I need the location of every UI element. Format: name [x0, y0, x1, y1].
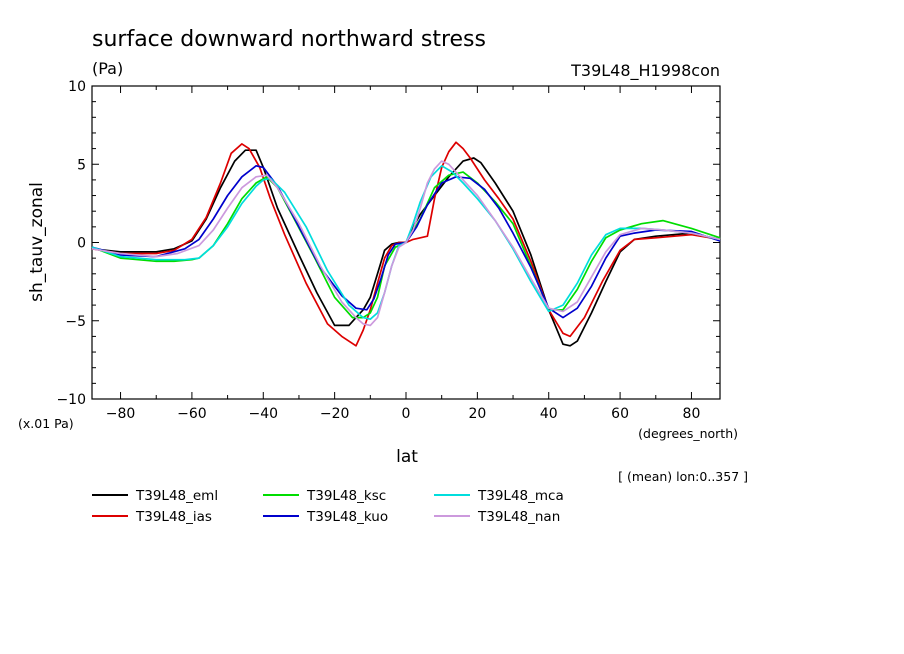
scale-note: (x.01 Pa)	[18, 416, 74, 431]
x-tick-label: 0	[402, 406, 411, 422]
series-line-t39l48-ksc	[91, 171, 721, 319]
series-line-t39l48-nan	[91, 160, 721, 327]
x-tick-label: −60	[177, 406, 207, 422]
y-tick-label: −5	[65, 314, 86, 330]
y-tick-label: −10	[56, 392, 86, 408]
axes: −80 −60 −40 −20 0 20 40 60 80 −10 −5 0 5 10	[56, 79, 721, 422]
legend-label-t39l48-nan: T39L48_nan	[477, 509, 560, 525]
x-tick-label: −20	[320, 406, 350, 422]
x-tick-label: 20	[468, 406, 486, 422]
legend-label-t39l48-ksc: T39L48_ksc	[306, 488, 386, 504]
y-tick-label: 5	[77, 157, 86, 173]
plot-area	[91, 141, 721, 347]
legend: T39L48_eml T39L48_ias T39L48_ksc T39L48_kuo…	[92, 488, 564, 525]
legend-label-t39l48-eml: T39L48_eml	[135, 488, 218, 504]
x-tick-label: −40	[248, 406, 278, 422]
x-tick-label: −80	[106, 406, 136, 422]
x-tick-label: 80	[683, 406, 701, 422]
legend-label-t39l48-kuo: T39L48_kuo	[306, 509, 388, 525]
run-label: T39L48_H1998con	[570, 61, 720, 81]
y-tick-label: 0	[77, 236, 86, 252]
legend-label-t39l48-mca: T39L48_mca	[477, 488, 564, 504]
y-axis-label: sh_tauv_zonal	[27, 182, 47, 302]
legend-label-t39l48-ias: T39L48_ias	[135, 509, 212, 525]
y-tick-label: 10	[68, 79, 86, 95]
chart-title: surface downward northward stress	[92, 27, 486, 52]
series-line-t39l48-kuo	[91, 164, 721, 319]
x-tick-label: 40	[540, 406, 558, 422]
x-units-label: (degrees_north)	[638, 426, 738, 441]
x-tick-label: 60	[611, 406, 629, 422]
x-axis-label: lat	[396, 447, 418, 467]
units-label: (Pa)	[92, 59, 123, 78]
mean-note: [ (mean) lon:0..357 ]	[618, 469, 748, 484]
